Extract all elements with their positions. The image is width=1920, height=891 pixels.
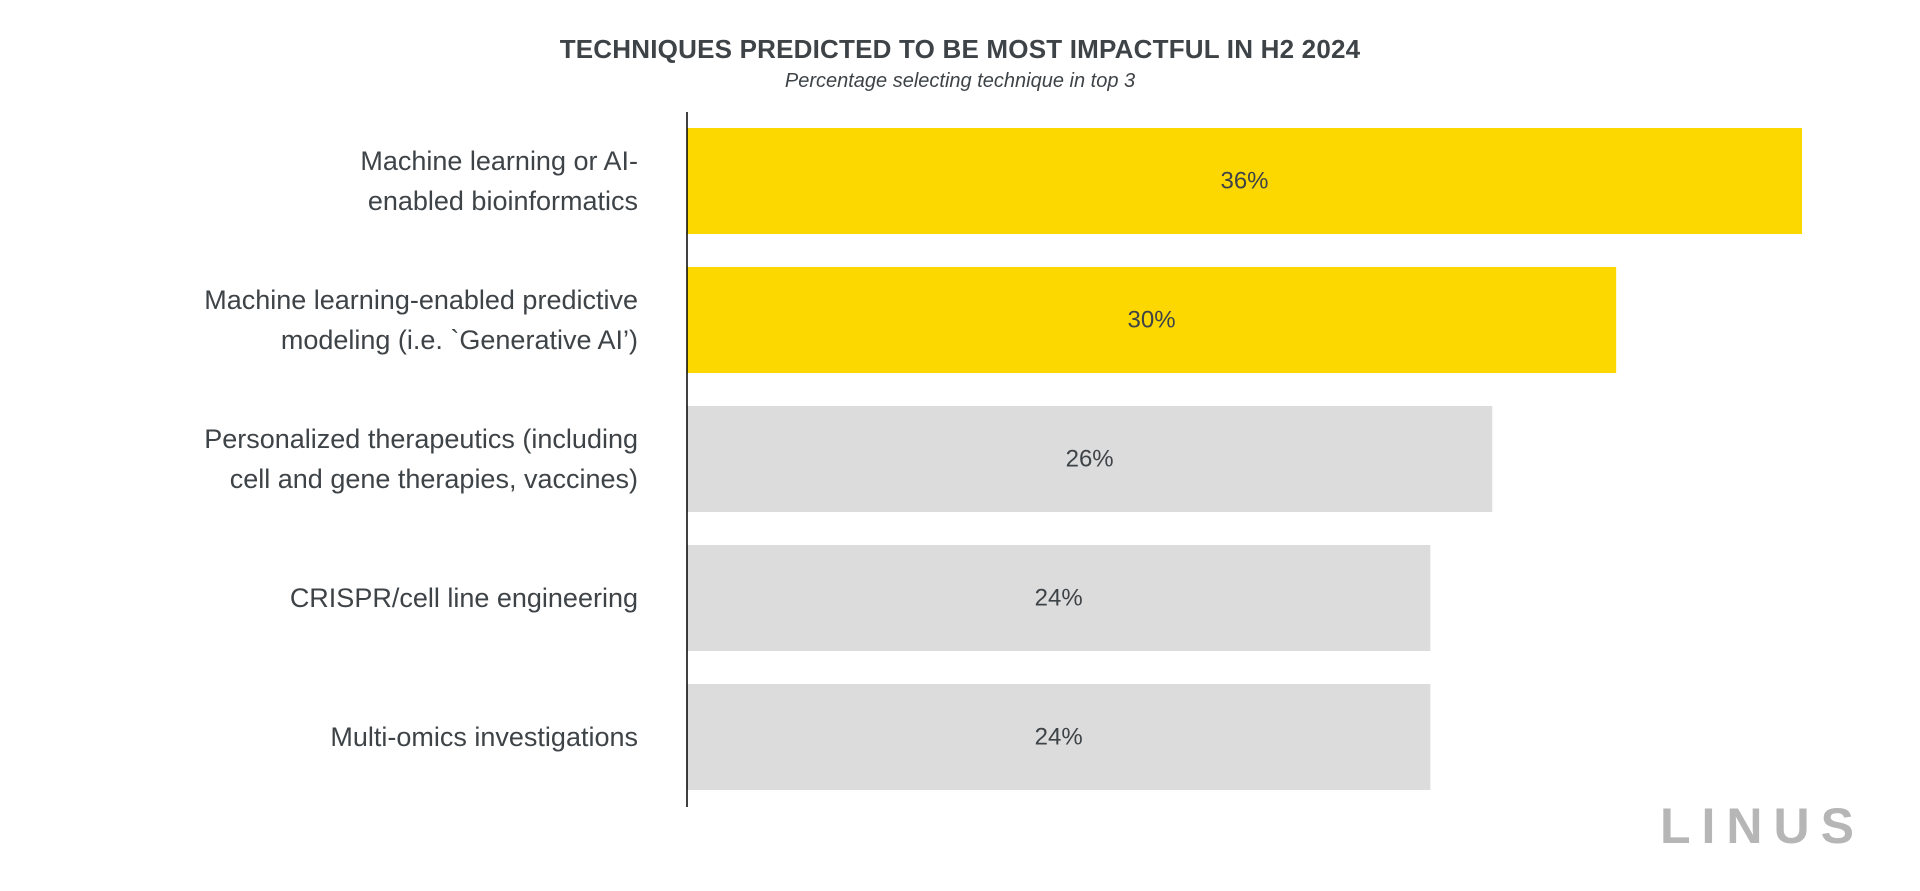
- chart-subtitle: Percentage selecting technique in top 3: [784, 70, 1136, 92]
- category-label-3: Personalized therapeutics (including cell…: [204, 424, 638, 494]
- category-label-3-line-2: cell and gene therapies, vaccines): [230, 464, 638, 494]
- category-label-2-line-2: modeling (i.e. `Generative AI’): [281, 325, 638, 355]
- bar-value-label-2: 30%: [1128, 307, 1176, 334]
- category-label-2: Machine learning-enabled predictive model…: [204, 285, 638, 355]
- category-labels-group: 36% Machine learning or AI-enabled bioinf…: [204, 146, 1268, 752]
- bar-4: [687, 545, 1431, 651]
- bar-3: [687, 406, 1493, 512]
- category-label-4-line-1: CRISPR/cell line engineering: [290, 583, 638, 613]
- category-label-1-line-1: Machine learning or AI-: [360, 146, 638, 176]
- bar-value-label-3: 26%: [1066, 446, 1114, 473]
- category-label-4: CRISPR/cell line engineering: [290, 583, 638, 613]
- bar-1: [687, 128, 1802, 234]
- category-label-1: Machine learning or AI-enabled bioinform…: [360, 146, 638, 216]
- linus-logo: LINUS: [1660, 798, 1865, 854]
- bar-2: [687, 267, 1617, 373]
- bars-group: [687, 128, 1802, 790]
- category-label-5: Multi-omics investigations: [330, 722, 638, 752]
- category-label-3-line-1: Personalized therapeutics (including: [204, 424, 638, 454]
- bar-value-label-1: 36%: [1220, 168, 1268, 195]
- category-label-5-line-1: Multi-omics investigations: [330, 722, 638, 752]
- category-label-2-line-1: Machine learning-enabled predictive: [204, 285, 638, 315]
- bar-value-label-5: 24%: [1035, 724, 1083, 751]
- bar-value-label-4: 24%: [1035, 585, 1083, 612]
- bar-5: [687, 684, 1431, 790]
- chart-title: TECHNIQUES PREDICTED TO BE MOST IMPACTFU…: [559, 34, 1361, 64]
- category-label-1-line-2: enabled bioinformatics: [368, 186, 638, 216]
